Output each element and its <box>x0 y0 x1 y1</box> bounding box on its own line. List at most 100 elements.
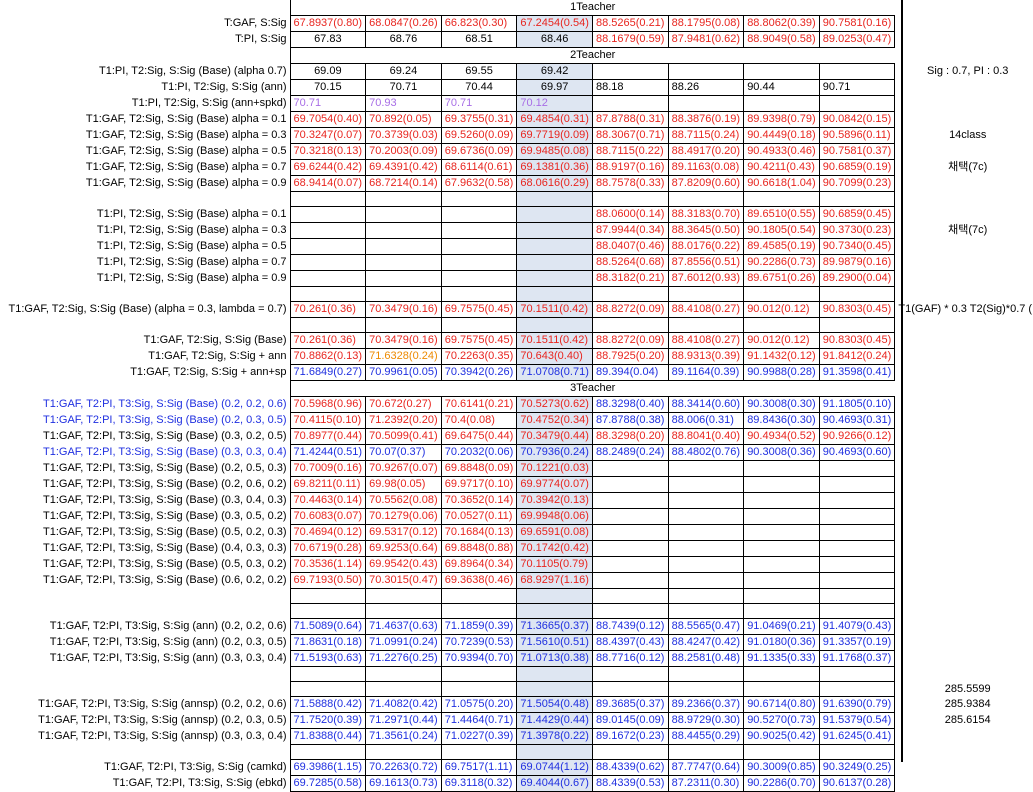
value-cell[interactable]: 90.6714(0.80) <box>743 696 820 713</box>
value-cell[interactable]: 87.9944(0.34) <box>591 222 669 239</box>
row-label[interactable]: T1:GAF, T2:Sig, S:Sig (Base) alpha = 0.9 <box>0 175 291 192</box>
value-cell[interactable]: 67.2454(0.54) <box>516 15 593 32</box>
note-cell[interactable] <box>895 509 1033 525</box>
row-label[interactable]: T1:GAF, T2:PI, T3:Sig, S:Sig (Base) (0.3… <box>0 428 291 445</box>
value-cell[interactable]: 90.7340(0.45) <box>818 238 896 255</box>
value-cell[interactable]: 66.823(0.30) <box>440 15 518 32</box>
value-cell[interactable]: 71.0575(0.20) <box>440 696 518 713</box>
value-cell[interactable] <box>743 588 820 604</box>
value-cell[interactable]: 68.6114(0.61) <box>440 159 518 176</box>
value-cell[interactable] <box>818 460 896 477</box>
value-cell[interactable] <box>591 63 669 80</box>
value-cell[interactable]: 88.4397(0.43) <box>591 634 669 651</box>
value-cell[interactable]: 68.0847(0.26) <box>365 15 442 32</box>
value-cell[interactable]: 70.5099(0.41) <box>365 428 442 445</box>
value-cell[interactable] <box>591 460 669 477</box>
value-cell[interactable]: 70.1684(0.13) <box>440 524 518 541</box>
value-cell[interactable]: 88.2489(0.24) <box>591 444 669 461</box>
value-cell[interactable]: 70.12 <box>516 95 593 112</box>
value-cell[interactable]: 70.5562(0.08) <box>365 492 442 509</box>
value-cell[interactable]: 90.4933(0.46) <box>743 143 820 160</box>
value-cell[interactable]: 91.4079(0.43) <box>818 618 896 635</box>
section-title[interactable]: 2Teacher <box>290 47 895 64</box>
value-cell[interactable]: 69.7054(0.40) <box>289 111 367 128</box>
row-label[interactable] <box>0 666 291 682</box>
value-cell[interactable] <box>667 556 745 573</box>
row-label[interactable]: T1:GAF, T2:PI, T3:Sig, S:Sig (annsp) (0.… <box>0 728 291 745</box>
value-cell[interactable]: 89.9398(0.79) <box>743 111 820 128</box>
value-cell[interactable]: 67.83 <box>289 31 367 48</box>
value-cell[interactable]: 91.6390(0.79) <box>818 696 896 713</box>
value-cell[interactable]: 70.9961(0.05) <box>365 364 442 381</box>
value-cell[interactable] <box>591 524 669 541</box>
value-cell[interactable]: 68.7214(0.14) <box>365 175 442 192</box>
value-cell[interactable] <box>591 572 669 589</box>
value-cell[interactable]: 68.76 <box>365 31 442 48</box>
note-cell[interactable] <box>895 349 1033 365</box>
value-cell[interactable]: 88.4917(0.20) <box>667 143 745 160</box>
note-cell[interactable] <box>895 397 1033 413</box>
value-cell[interactable]: 70.3479(0.16) <box>365 301 442 318</box>
note-cell[interactable]: T1(GAF) * 0.3 T2(Sig)*0.7 ( <box>898 303 1033 315</box>
value-cell[interactable]: 88.7115(0.22) <box>591 143 669 160</box>
value-cell[interactable]: 70.261(0.36) <box>289 301 367 318</box>
note-cell[interactable] <box>895 619 1033 635</box>
value-cell[interactable] <box>743 603 820 619</box>
note-cell[interactable] <box>895 255 1033 271</box>
value-cell[interactable]: 88.006(0.31) <box>667 412 745 429</box>
value-cell[interactable]: 71.1859(0.39) <box>440 618 518 635</box>
value-cell[interactable]: 90.4211(0.43) <box>743 159 820 176</box>
value-cell[interactable]: 70.3942(0.26) <box>440 364 518 381</box>
value-cell[interactable]: 71.4082(0.42) <box>365 696 442 713</box>
value-cell[interactable]: 69.24 <box>365 63 442 80</box>
value-cell[interactable]: 70.07(0.37) <box>365 444 442 461</box>
value-cell[interactable]: 70.93 <box>365 95 442 112</box>
value-cell[interactable]: 70.4463(0.14) <box>289 492 367 509</box>
value-cell[interactable] <box>365 317 442 333</box>
value-cell[interactable]: 88.9197(0.16) <box>591 159 669 176</box>
value-cell[interactable] <box>818 286 896 302</box>
value-cell[interactable]: 71.0227(0.39) <box>440 728 518 745</box>
row-label[interactable]: T1:PI, T2:Sig, S:Sig (Base) alpha = 0.1 <box>0 206 291 223</box>
value-cell[interactable]: 88.4802(0.76) <box>667 444 745 461</box>
note-cell[interactable] <box>895 365 1033 381</box>
value-cell[interactable]: 88.9049(0.58) <box>743 31 820 48</box>
value-cell[interactable] <box>818 572 896 589</box>
value-cell[interactable]: 69.6736(0.09) <box>440 143 518 160</box>
value-cell[interactable]: 71.5054(0.48) <box>516 696 593 713</box>
value-cell[interactable]: 90.3008(0.36) <box>743 444 820 461</box>
value-cell[interactable]: 71.5888(0.42) <box>289 696 367 713</box>
value-cell[interactable]: 70.4115(0.10) <box>289 412 367 429</box>
value-cell[interactable] <box>667 524 745 541</box>
value-cell[interactable] <box>516 238 593 255</box>
value-cell[interactable]: 70.3479(0.16) <box>365 332 442 349</box>
value-cell[interactable] <box>591 744 669 760</box>
value-cell[interactable] <box>667 460 745 477</box>
value-cell[interactable]: 90.7581(0.16) <box>818 15 896 32</box>
value-cell[interactable]: 90.4934(0.52) <box>743 428 820 445</box>
row-label[interactable]: T1:GAF, T2:PI, T3:Sig, S:Sig (Base) (0.2… <box>0 412 291 429</box>
value-cell[interactable]: 88.8041(0.40) <box>667 428 745 445</box>
value-cell[interactable] <box>743 666 820 682</box>
value-cell[interactable] <box>289 666 367 682</box>
value-cell[interactable]: 89.1163(0.08) <box>667 159 745 176</box>
value-cell[interactable]: 70.44 <box>440 79 518 96</box>
value-cell[interactable]: 88.7925(0.20) <box>591 348 669 365</box>
note-cell[interactable]: 채택(7c) <box>948 224 988 236</box>
value-cell[interactable]: 91.3357(0.19) <box>818 634 896 651</box>
value-cell[interactable] <box>591 476 669 493</box>
value-cell[interactable]: 88.7115(0.24) <box>667 127 745 144</box>
value-cell[interactable] <box>818 63 896 80</box>
value-cell[interactable]: 69.8211(0.11) <box>289 476 367 493</box>
value-cell[interactable]: 71.0708(0.71) <box>516 364 593 381</box>
value-cell[interactable]: 69.1381(0.36) <box>516 159 593 176</box>
value-cell[interactable] <box>818 681 896 697</box>
value-cell[interactable]: 90.5270(0.73) <box>743 712 820 729</box>
note-cell[interactable] <box>895 239 1033 255</box>
note-cell[interactable] <box>895 557 1033 573</box>
value-cell[interactable]: 91.3598(0.41) <box>818 364 896 381</box>
value-cell[interactable]: 89.394(0.04) <box>591 364 669 381</box>
note-cell[interactable] <box>895 32 1033 48</box>
value-cell[interactable]: 89.1164(0.39) <box>667 364 745 381</box>
value-cell[interactable]: 71.2392(0.20) <box>365 412 442 429</box>
